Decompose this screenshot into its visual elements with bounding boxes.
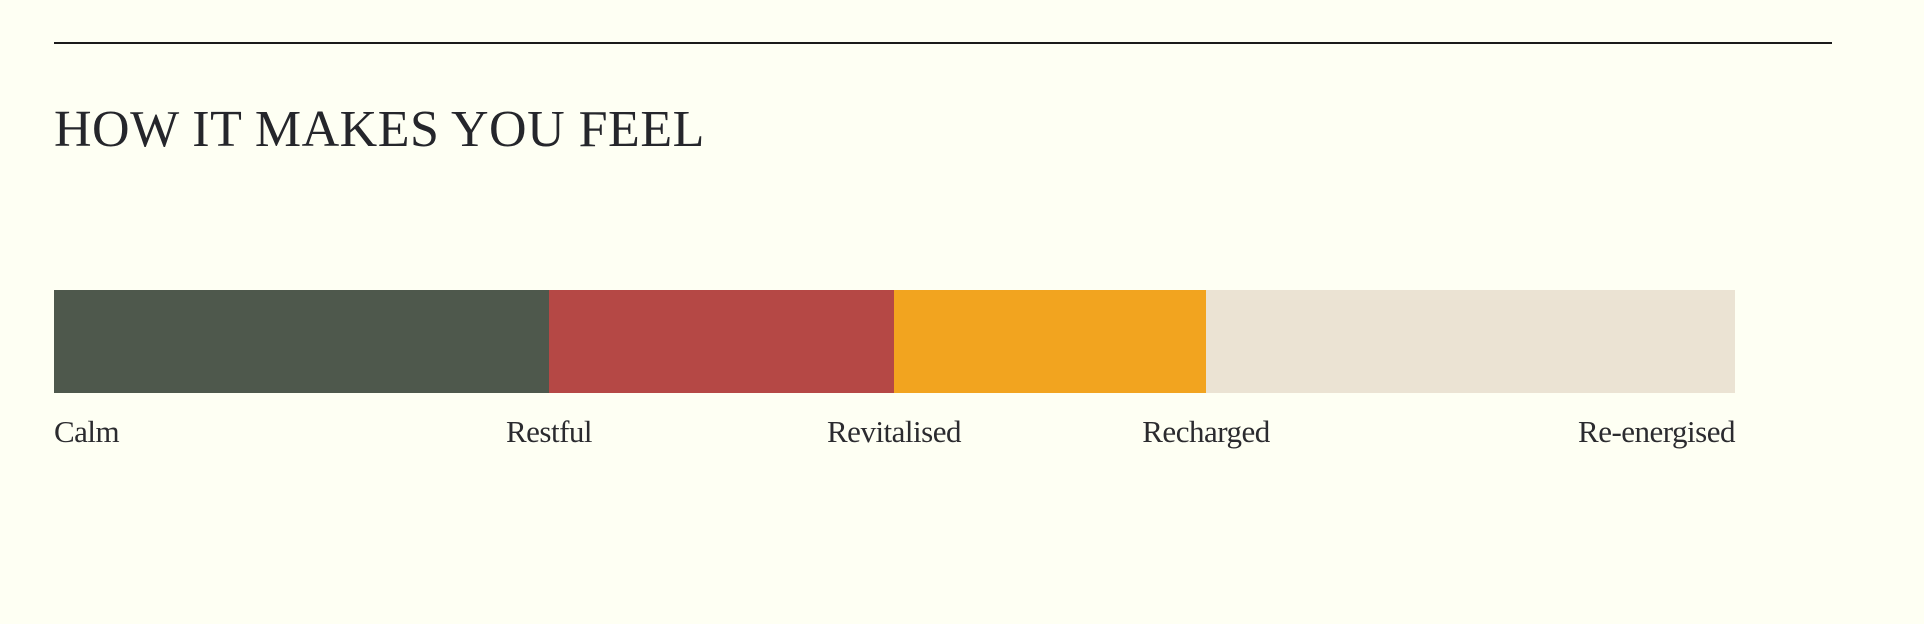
feel-scale-bar — [54, 290, 1735, 393]
scale-label-restful: Restful — [505, 414, 593, 449]
section-title: HOW IT MAKES YOU FEEL — [54, 101, 705, 158]
scale-segment-restful — [549, 290, 894, 393]
scale-label-revitalised: Revitalised — [827, 414, 961, 449]
scale-segment-revitalised — [894, 290, 1206, 393]
scale-label-calm: Calm — [54, 414, 120, 449]
scale-label-recharged: Recharged — [1142, 414, 1270, 449]
scale-segment-calm — [54, 290, 549, 393]
scale-segment-recharged — [1206, 290, 1735, 393]
scale-labels: Calm Restful Revitalised Recharged Re-en… — [0, 412, 1924, 452]
section-divider — [54, 42, 1832, 44]
scale-label-re-energised: Re-energised — [1578, 414, 1735, 449]
